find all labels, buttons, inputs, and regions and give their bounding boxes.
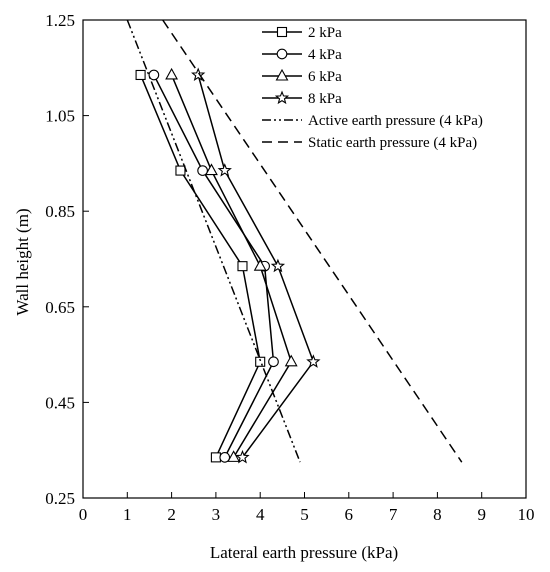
data-point [237, 261, 248, 272]
legend-item: Static earth pressure (4 kPa) [262, 135, 477, 151]
x-tick-label: 0 [79, 505, 88, 524]
x-tick-label: 10 [518, 505, 535, 524]
data-point [217, 163, 232, 177]
legend-item: 6 kPa [262, 68, 342, 85]
data-point [284, 354, 298, 367]
y-tick-label: 1.25 [45, 11, 75, 30]
legend-marker [276, 26, 288, 38]
series-2-kpa [135, 69, 266, 463]
legend-label: 6 kPa [308, 69, 342, 85]
data-point [235, 449, 250, 464]
data-point [205, 163, 218, 176]
legend-label: Static earth pressure (4 kPa) [308, 135, 477, 151]
data-point [268, 356, 279, 368]
series-6-kpa [165, 67, 298, 462]
legend-label: 8 kPa [308, 91, 342, 107]
x-tick-label: 3 [212, 505, 221, 524]
x-tick-label: 2 [167, 505, 176, 524]
data-point [175, 165, 186, 176]
data-point [148, 69, 160, 81]
x-axis-title: Lateral earth pressure (kPa) [210, 543, 398, 562]
legend-marker [274, 90, 290, 105]
y-tick-label: 0.85 [45, 202, 75, 221]
series-static-earth-pressure-4-kpa [162, 19, 463, 463]
series-line [162, 19, 463, 463]
data-point [227, 450, 241, 462]
data-point [255, 356, 266, 367]
y-tick-label: 0.45 [45, 393, 75, 412]
legend-label: 2 kPa [308, 25, 342, 41]
x-tick-label: 9 [477, 505, 486, 524]
series-group [126, 19, 463, 464]
legend-label: 4 kPa [308, 47, 342, 63]
y-tick-label: 0.25 [45, 489, 75, 508]
data-point [197, 165, 208, 176]
data-point [210, 452, 221, 463]
x-tick-label: 7 [389, 505, 398, 524]
data-point [165, 67, 179, 80]
y-tick-label: 0.65 [45, 298, 75, 317]
y-axis-title: Wall height (m) [13, 208, 32, 315]
data-point [219, 452, 231, 463]
x-tick-label: 4 [256, 505, 265, 524]
series-line [197, 74, 315, 458]
series-line [170, 74, 293, 458]
x-tick-label: 6 [345, 505, 354, 524]
legend-label: Active earth pressure (4 kPa) [308, 113, 483, 129]
series-line [126, 19, 301, 463]
legend-marker [275, 68, 289, 81]
legend-item: 8 kPa [262, 90, 342, 107]
x-tick-label: 5 [300, 505, 309, 524]
x-tick-label: 8 [433, 505, 442, 524]
data-point [306, 354, 321, 368]
data-point [253, 259, 267, 271]
data-point [135, 69, 146, 81]
series-active-earth-pressure-4-kpa [126, 19, 301, 463]
legend: 2 kPa 4 kPa 6 kPa 8 kPa Active earth pressur… [262, 25, 483, 151]
data-point [270, 258, 286, 273]
plot-frame [82, 19, 527, 499]
y-tick-label: 1.05 [45, 107, 75, 126]
axes: 0 1 2 3 4 5 6 7 8 9 10 0.25 0.45 0.65 0.85 1.05 1.25 [45, 11, 534, 524]
legend-marker [276, 48, 288, 60]
legend-item: Active earth pressure (4 kPa) [262, 113, 483, 129]
data-point [191, 67, 206, 82]
legend-item: 2 kPa [262, 25, 342, 41]
series-8-kpa [191, 67, 321, 464]
x-tick-label: 1 [123, 505, 132, 524]
legend-item: 4 kPa [262, 47, 342, 63]
